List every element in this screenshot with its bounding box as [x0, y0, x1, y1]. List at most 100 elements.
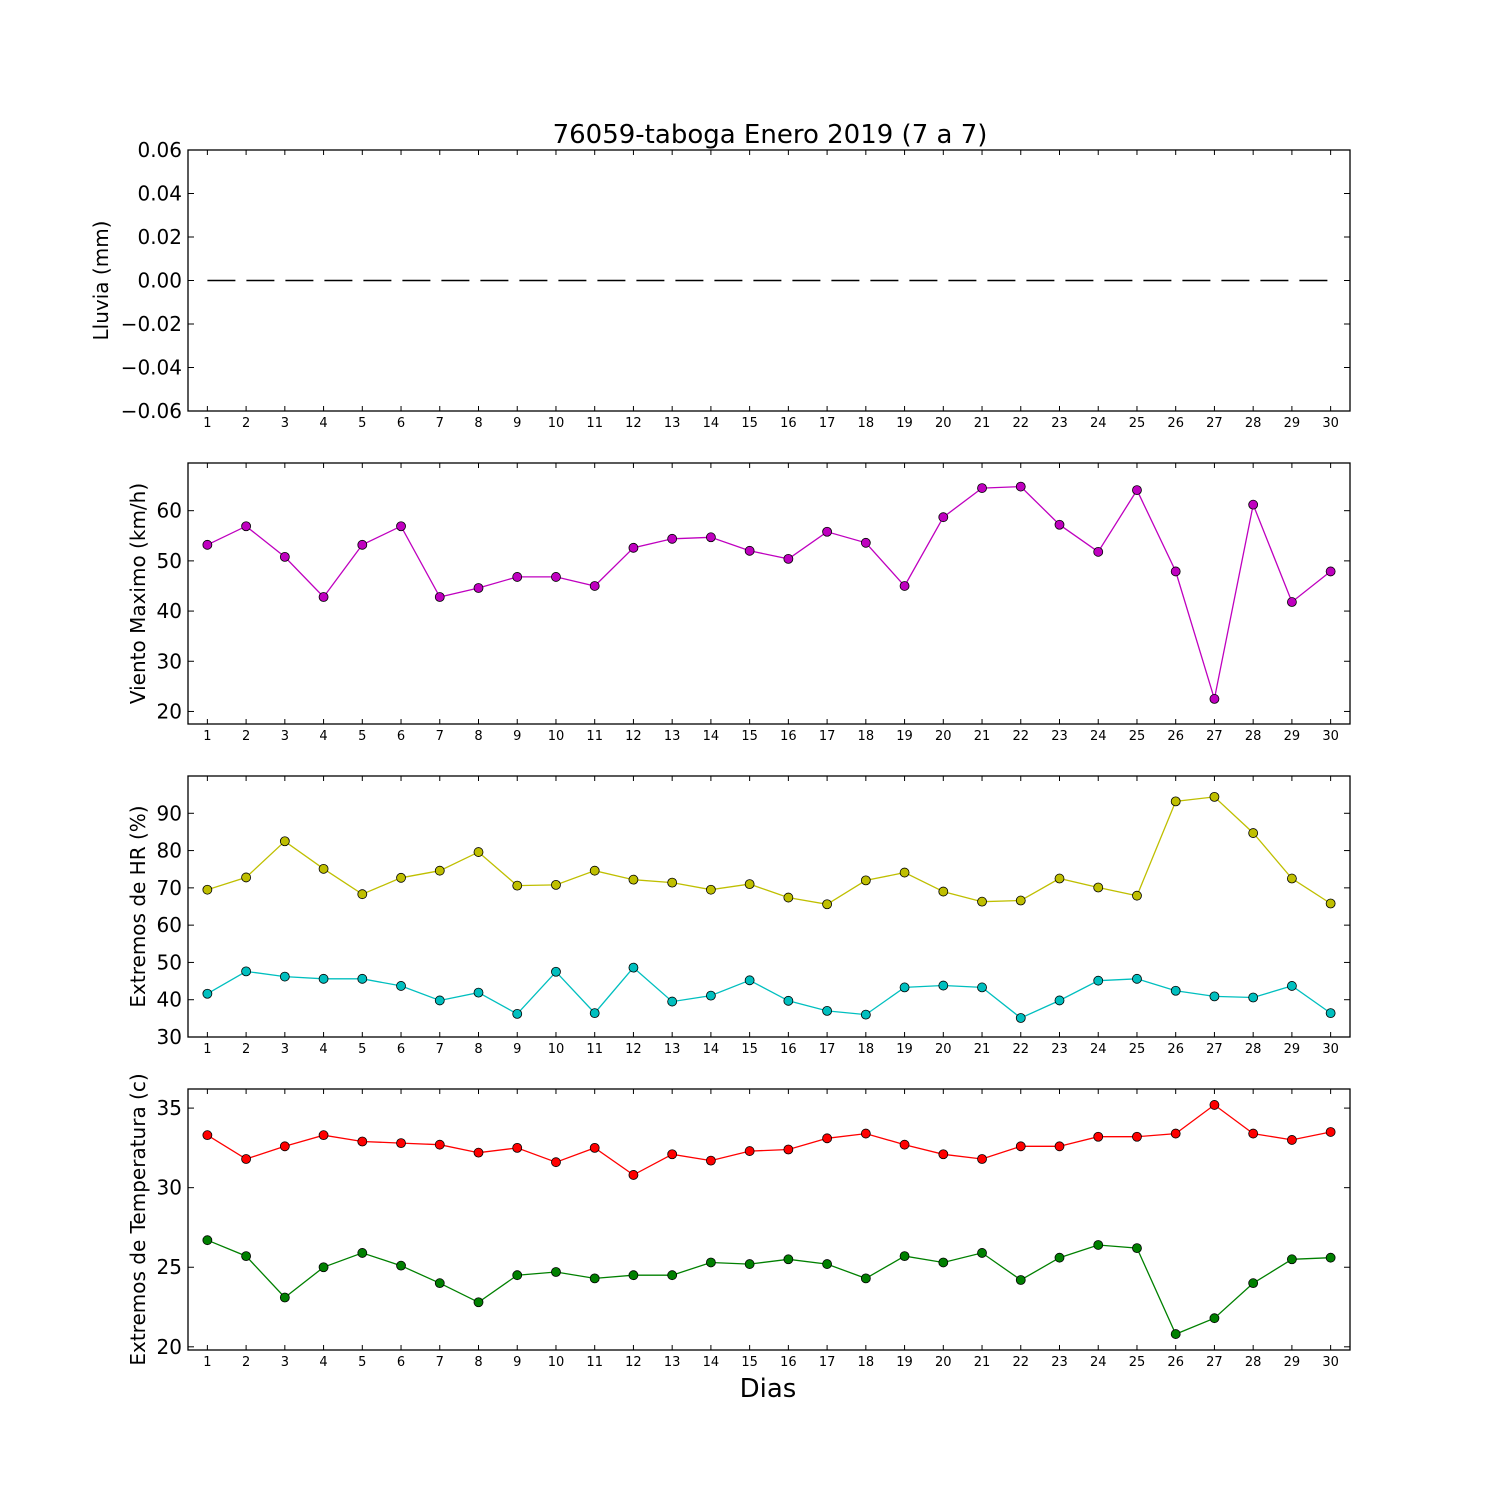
hr-min-point — [977, 982, 987, 993]
x-tick-label: 26 — [1167, 1355, 1184, 1370]
temp-min-point — [938, 1257, 949, 1268]
temp-max-point — [744, 1146, 755, 1156]
y-tick-label: 50 — [157, 549, 182, 573]
x-tick-label: 17 — [819, 729, 836, 744]
x-tick-label: 8 — [474, 729, 482, 744]
x-tick-label: 29 — [1284, 416, 1301, 431]
x-tick-label: 10 — [548, 729, 565, 744]
x-tick-label: 12 — [625, 416, 642, 431]
hr-max-line — [207, 796, 1331, 905]
x-tick-label: 9 — [513, 1355, 521, 1370]
temp-min-point — [1287, 1254, 1297, 1265]
x-tick-label: 10 — [548, 1042, 565, 1057]
x-tick-label: 16 — [780, 1042, 797, 1057]
hr-min-point — [202, 988, 213, 999]
temp-min-point — [628, 1270, 639, 1281]
hr-max-point — [434, 865, 445, 876]
x-tick-label: 29 — [1284, 729, 1301, 744]
hr-min-point — [1132, 973, 1142, 984]
x-tick-label: 10 — [548, 416, 565, 431]
x-tick-label: 14 — [703, 1042, 720, 1057]
x-tick-label: 17 — [819, 1042, 836, 1057]
x-tick-label: 4 — [319, 416, 327, 431]
hr-min-point — [318, 973, 329, 984]
temp-min-point — [589, 1273, 600, 1284]
hr-min-point — [473, 987, 484, 998]
x-tick-label: 3 — [281, 1042, 289, 1057]
temp-min-point — [512, 1270, 523, 1281]
x-tick-label: 26 — [1167, 1042, 1184, 1057]
x-tick-label: 5 — [358, 729, 366, 744]
x-tick-label: 18 — [858, 1355, 875, 1370]
x-tick-label: 28 — [1245, 1355, 1262, 1370]
x-tick-label: 3 — [281, 416, 289, 431]
temp-max-point — [551, 1157, 561, 1168]
temp-max-point — [473, 1147, 484, 1158]
hr-max-point — [1287, 873, 1297, 884]
x-tick-label: 20 — [935, 416, 952, 431]
hr-min-point — [938, 980, 949, 991]
wind-max-point — [1248, 499, 1259, 510]
hr-min-point — [512, 1008, 523, 1019]
x-tick-label: 4 — [319, 1355, 327, 1370]
temp-max-point — [706, 1155, 716, 1166]
hr-max-point — [1054, 873, 1065, 884]
temp-max-point — [202, 1130, 213, 1141]
temp-max-point — [512, 1142, 523, 1153]
x-tick-label: 16 — [780, 1355, 797, 1370]
y-tick-label: 40 — [157, 599, 182, 623]
y-tick-label: 20 — [157, 699, 182, 723]
hr-max-point — [1093, 882, 1104, 893]
hr-min-point — [1248, 992, 1259, 1003]
x-tick-label: 21 — [974, 729, 991, 744]
temp-max-point — [1093, 1131, 1104, 1142]
x-tick-label: 24 — [1090, 1355, 1107, 1370]
temp-max-point — [1015, 1141, 1026, 1152]
hr-max-point — [860, 875, 871, 886]
wind-max-point — [589, 581, 600, 591]
x-tick-label: 5 — [358, 416, 366, 431]
y-tick-label: 0.00 — [137, 269, 182, 293]
x-tick-label: 12 — [625, 729, 642, 744]
hr-min-point — [822, 1006, 832, 1016]
wind-max-point — [783, 553, 794, 564]
x-axis-label: Dias — [740, 1374, 797, 1404]
wind-max-point — [279, 551, 290, 562]
temp-min-point — [667, 1270, 678, 1281]
wind-max-point — [938, 512, 949, 523]
hr-max-point — [318, 863, 329, 874]
hr-max-point — [202, 884, 213, 895]
hr-max-point — [1325, 898, 1336, 909]
wind-max-point — [860, 537, 871, 548]
y-tick-label: 80 — [157, 839, 182, 863]
hr-max-point — [628, 874, 639, 885]
temp-min-point — [1325, 1252, 1336, 1263]
chart-panels: 1 2 3 4 5 6 7 8 9 10 11 12 13 14 15 16 17 18 19 20 21 22 23 24 2… — [89, 138, 1351, 1370]
temp-min-point — [1248, 1278, 1259, 1289]
temp-max-point — [318, 1130, 329, 1141]
wind-max-point — [318, 592, 329, 602]
hr-min-point — [1015, 1013, 1026, 1023]
plot-frame — [187, 775, 1351, 1038]
x-tick-label: 7 — [436, 1042, 444, 1057]
x-tick-label: 3 — [281, 1355, 289, 1370]
temp-max-point — [1132, 1131, 1142, 1142]
x-tick-label: 2 — [242, 729, 250, 744]
temp-min-point — [396, 1260, 406, 1271]
temp-min-line — [207, 1239, 1331, 1335]
x-tick-label: 7 — [436, 1355, 444, 1370]
x-tick-label: 19 — [896, 416, 913, 431]
wind-max-point — [241, 521, 252, 532]
x-tick-label: 27 — [1206, 729, 1223, 744]
temp-min-point — [473, 1297, 484, 1308]
hr-max-point — [512, 880, 523, 891]
hr-min-point — [667, 996, 678, 1007]
hr-min-point — [899, 982, 910, 993]
x-tick-label: 18 — [858, 729, 875, 744]
x-tick-label: 3 — [281, 729, 289, 744]
x-tick-label: 9 — [513, 1042, 521, 1057]
x-tick-label: 1 — [203, 1042, 211, 1057]
temp-max-point — [938, 1149, 949, 1160]
hr-min-point — [860, 1009, 871, 1020]
